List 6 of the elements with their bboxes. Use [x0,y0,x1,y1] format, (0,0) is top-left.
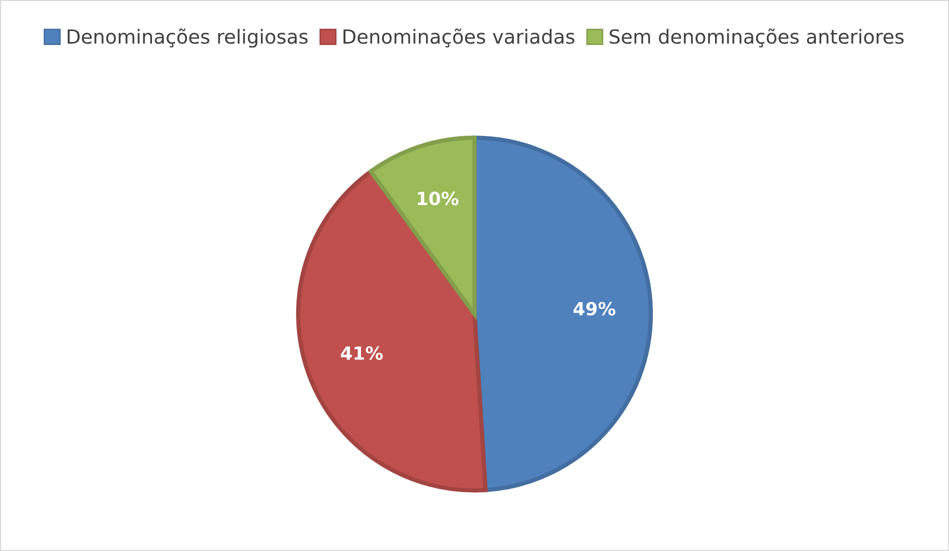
data-label: 41% [340,346,383,360]
legend-label: Denominações religiosas [68,28,308,48]
data-label: 10% [418,192,458,206]
legend-label: Denominações variadas [344,28,574,48]
legend-label: Sem denominações anteriores [610,28,904,48]
data-label: 49% [574,302,616,316]
